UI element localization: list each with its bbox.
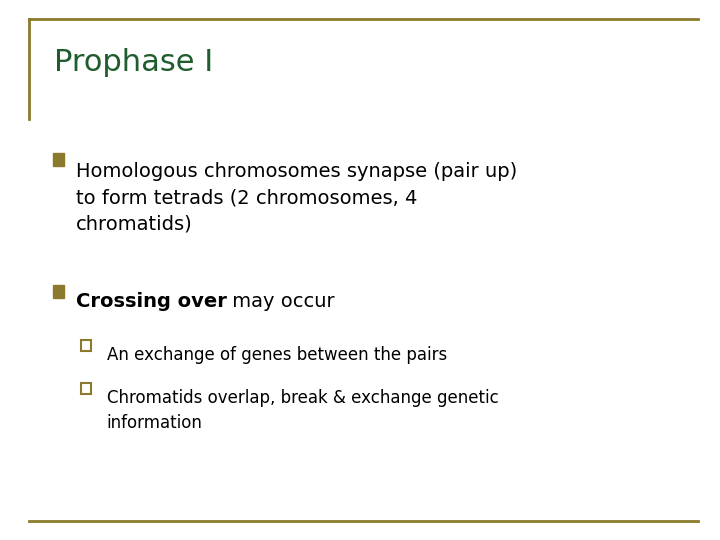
Text: Prophase I: Prophase I <box>54 48 213 77</box>
Bar <box>81 340 91 351</box>
Bar <box>81 383 91 394</box>
Text: Chromatids overlap, break & exchange genetic
information: Chromatids overlap, break & exchange gen… <box>107 389 498 432</box>
Text: Crossing over: Crossing over <box>76 292 227 310</box>
Text: Homologous chromosomes synapse (pair up)
to form tetrads (2 chromosomes, 4
chrom: Homologous chromosomes synapse (pair up)… <box>76 162 517 234</box>
Bar <box>53 152 64 166</box>
Text: An exchange of genes between the pairs: An exchange of genes between the pairs <box>107 346 447 363</box>
Text: may occur: may occur <box>227 292 335 310</box>
Bar <box>53 285 64 298</box>
